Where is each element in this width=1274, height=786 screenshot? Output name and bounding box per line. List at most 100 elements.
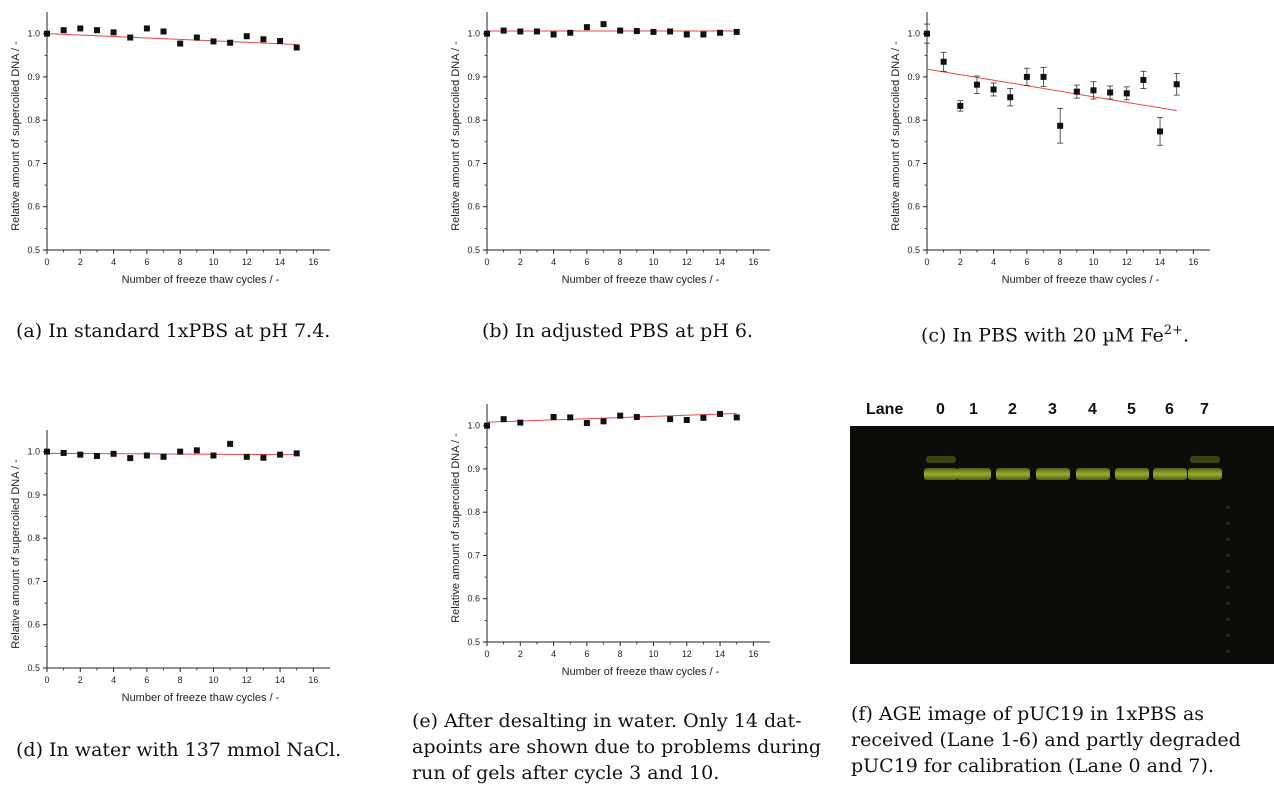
data-point (177, 448, 184, 455)
data-point (77, 451, 84, 458)
data-point (717, 29, 724, 36)
x-tick-label: 12 (1122, 257, 1132, 267)
x-tick-label: 0 (484, 257, 489, 267)
data-point (93, 27, 100, 34)
data-point (550, 413, 557, 420)
gel-band-lane-7 (1188, 468, 1222, 480)
y-tick-label: 0.6 (467, 202, 480, 212)
x-tick-label: 10 (1088, 257, 1098, 267)
data-point (700, 414, 707, 421)
data-point (973, 81, 980, 88)
data-point (500, 416, 507, 423)
y-tick-label: 0.8 (467, 507, 480, 517)
caption-f-line-2: received (Lane 1-6) and partly degraded (851, 729, 1241, 751)
data-point (77, 25, 84, 32)
data-point (1073, 88, 1080, 95)
data-point (1007, 94, 1014, 101)
caption-d: (d) In water with 137 mmol NaCl. (16, 739, 342, 761)
data-point (550, 31, 557, 38)
y-tick-label: 0.9 (467, 464, 480, 474)
data-point (484, 422, 490, 429)
x-tick-label: 2 (958, 257, 963, 267)
data-point (957, 102, 964, 109)
y-tick-label: 0.5 (27, 663, 40, 673)
y-tick-label: 0.7 (907, 158, 920, 168)
gel-lane-label: 2 (1008, 401, 1017, 418)
y-tick-label: 0.8 (27, 115, 40, 125)
gel-band-lane-6 (1153, 468, 1187, 480)
x-tick-label: 10 (648, 649, 658, 659)
data-point (110, 29, 117, 36)
gel-band-lane-3 (1036, 468, 1070, 480)
y-tick-label: 0.6 (27, 620, 40, 630)
x-tick-label: 12 (682, 649, 692, 659)
data-point (940, 58, 947, 65)
data-point (210, 452, 217, 459)
gel-ladder-mark (1226, 586, 1230, 589)
panel-e: 0 2 4 6 8 10 12 14 16 0.5 0.6 0.7 0.8 0.9 1.0 Number of… (440, 392, 850, 692)
data-point (210, 38, 217, 45)
data-point (1107, 89, 1114, 96)
data-point (44, 448, 50, 455)
x-tick-label: 16 (748, 649, 758, 659)
data-point (1123, 90, 1130, 97)
data-point (717, 410, 724, 417)
data-point (633, 413, 640, 420)
gel-band-lane-1 (957, 468, 991, 480)
data-point (227, 440, 234, 447)
gel-ladder-mark (1226, 650, 1230, 653)
y-axis-label: Relative amount of supercoiled DNA / - (450, 41, 462, 231)
caption-f: (f) AGE image of pUC19 in 1xPBS as recei… (851, 701, 1241, 779)
gel-lane-label: 0 (936, 401, 945, 418)
data-point (143, 452, 150, 459)
data-point (600, 418, 607, 425)
data-point (1173, 81, 1180, 88)
data-point (683, 31, 690, 38)
data-point (160, 453, 167, 460)
y-tick-label: 0.5 (467, 245, 480, 255)
gel-ladder-mark (1226, 634, 1230, 637)
y-axis-label: Relative amount of supercoiled DNA / - (450, 433, 462, 623)
x-tick-label: 16 (308, 257, 318, 267)
panel-c: 0 2 4 6 8 10 12 14 16 0.5 0.6 0.7 0.8 0.9 1.0 Number of… (880, 0, 1274, 300)
x-tick-label: 16 (308, 675, 318, 685)
data-point (243, 453, 250, 460)
y-tick-label: 0.7 (467, 550, 480, 560)
x-tick-label: 0 (484, 649, 489, 659)
data-point (733, 414, 740, 421)
fit-line (926, 68, 1177, 112)
data-point (617, 412, 624, 419)
gel-lane-label: 7 (1200, 401, 1209, 418)
gel-ladder-mark (1226, 602, 1230, 605)
gel-band-lane-5 (1115, 468, 1149, 480)
x-tick-label: 6 (144, 257, 149, 267)
data-point (1090, 87, 1097, 94)
data-point (1140, 76, 1147, 83)
x-tick-label: 14 (1155, 257, 1165, 267)
x-tick-label: 8 (178, 675, 183, 685)
data-point (127, 34, 134, 41)
x-tick-label: 8 (618, 649, 623, 659)
chart-e: 0 2 4 6 8 10 12 14 16 0.5 0.6 0.7 0.8 0.9 1.0 Number of… (450, 404, 770, 678)
fit-line (46, 452, 297, 456)
x-tick-label: 2 (518, 649, 523, 659)
data-point (600, 21, 607, 28)
gel-lane-title: Lane (866, 401, 904, 418)
data-point (500, 27, 507, 34)
y-axis-label: Relative amount of supercoiled DNA / - (10, 41, 22, 231)
y-tick-label: 0.7 (467, 158, 480, 168)
x-tick-label: 6 (584, 649, 589, 659)
gel-band-lane-2 (996, 468, 1030, 480)
y-axis-label: Relative amount of supercoiled DNA / - (10, 459, 22, 649)
data-point (1057, 122, 1064, 129)
y-tick-label: 0.8 (467, 115, 480, 125)
x-tick-label: 10 (208, 257, 218, 267)
data-point (617, 27, 624, 34)
x-axis-label: Number of freeze thaw cycles / - (122, 692, 280, 704)
x-tick-label: 12 (242, 257, 252, 267)
data-point (533, 28, 540, 35)
x-tick-label: 14 (275, 675, 285, 685)
y-tick-label: 1.0 (27, 447, 40, 457)
fit-line (46, 33, 297, 45)
gel-lane-label: 6 (1165, 401, 1174, 418)
